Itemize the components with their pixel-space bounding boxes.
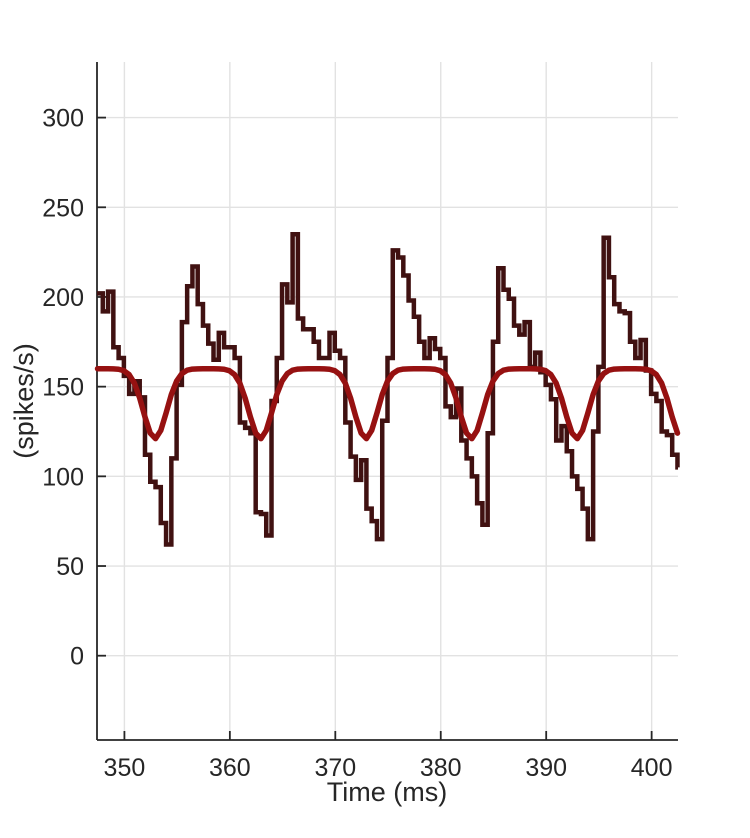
x-tick-label: 360: [209, 754, 251, 782]
x-tick-label: 350: [104, 754, 146, 782]
y-tick-label: 300: [42, 105, 84, 133]
y-axis-label: (spikes/s): [9, 343, 39, 459]
x-tick-label: 370: [314, 754, 356, 782]
axes-spines: [96, 62, 678, 741]
y-tick-label: 0: [70, 643, 84, 671]
psth-stairs-series: [97, 231, 680, 547]
rate-model-curve: [94, 365, 681, 442]
tick-labels: 350 360 370 380 390 400 0 50 100 150 200 250 300: [42, 105, 672, 782]
y-tick-label: 150: [42, 374, 84, 402]
tick-marks: [97, 116, 653, 740]
y-tick-label: 250: [42, 194, 84, 222]
x-tick-label: 390: [525, 754, 567, 782]
grid-lines: [97, 62, 678, 740]
y-tick-label: 50: [56, 553, 84, 581]
x-tick-label: 400: [631, 754, 673, 782]
y-tick-label: 100: [42, 463, 84, 491]
x-tick-label: 380: [420, 754, 462, 782]
x-axis-label: Time (ms): [327, 777, 447, 807]
y-tick-label: 200: [42, 284, 84, 312]
